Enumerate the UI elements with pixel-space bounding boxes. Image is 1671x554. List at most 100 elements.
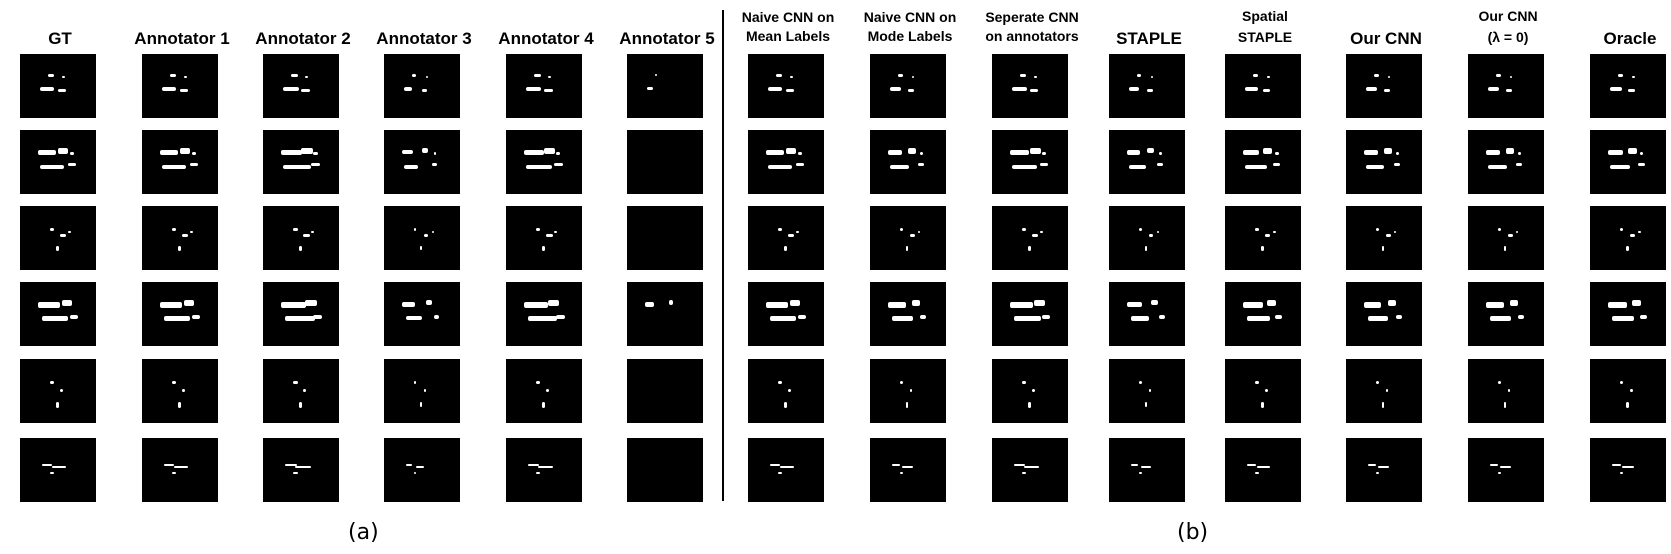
mask-blob xyxy=(1366,165,1384,169)
mask-blob xyxy=(776,74,782,77)
segmentation-tile-our_cnn-row-2 xyxy=(1346,130,1422,194)
mask-blob xyxy=(1628,89,1635,92)
mask-blob xyxy=(62,300,72,306)
mask-blob xyxy=(48,74,54,77)
mask-blob xyxy=(1159,315,1165,319)
mask-blob xyxy=(68,163,76,166)
mask-blob xyxy=(798,152,802,155)
mask-blob xyxy=(412,74,416,77)
mask-blob xyxy=(888,150,902,155)
mask-blob xyxy=(1498,228,1501,231)
mask-blob xyxy=(1610,87,1622,91)
mask-blob xyxy=(898,74,903,77)
segmentation-tile-naive_mode-row-4 xyxy=(870,282,946,346)
mask-blob xyxy=(544,148,555,154)
mask-blob xyxy=(1141,466,1151,468)
mask-blob xyxy=(1620,228,1623,231)
mask-blob xyxy=(1632,76,1635,78)
segmentation-tile-ann3-row-2 xyxy=(384,130,460,194)
mask-blob xyxy=(1129,87,1139,91)
mask-blob xyxy=(313,315,322,319)
mask-blob xyxy=(1267,300,1276,306)
mask-blob xyxy=(293,381,298,384)
mask-blob xyxy=(1145,246,1147,251)
mask-blob xyxy=(546,234,553,237)
segmentation-tile-our_cnn-row-5 xyxy=(1346,359,1422,423)
segmentation-tile-ann4-row-3 xyxy=(506,206,582,270)
mask-blob xyxy=(1394,231,1396,233)
segmentation-tile-our_cnn-row-4 xyxy=(1346,282,1422,346)
mask-blob xyxy=(790,300,800,306)
mask-blob xyxy=(422,148,428,153)
segmentation-tile-gt-row-2 xyxy=(20,130,96,194)
mask-blob xyxy=(1139,472,1142,474)
mask-blob xyxy=(299,402,302,408)
segmentation-tile-ann5-row-6 xyxy=(627,438,703,502)
column-header-ann5: Annotator 5 xyxy=(619,29,715,48)
mask-blob xyxy=(1127,302,1142,307)
mask-blob xyxy=(1382,246,1384,251)
mask-blob xyxy=(305,300,317,306)
mask-blob xyxy=(1012,87,1027,91)
mask-blob xyxy=(778,381,782,384)
mask-blob xyxy=(1516,231,1518,233)
mask-blob xyxy=(1630,389,1633,392)
segmentation-tile-our_cnn-row-1 xyxy=(1346,54,1422,118)
mask-blob xyxy=(1632,300,1641,306)
segmentation-tile-naive_mode-row-2 xyxy=(870,130,946,194)
mask-blob xyxy=(424,389,426,392)
mask-blob xyxy=(1022,228,1026,231)
mask-blob xyxy=(303,389,306,392)
mask-blob xyxy=(1030,148,1041,154)
segmentation-tile-staple-row-6 xyxy=(1109,438,1185,502)
segmentation-tile-ann4-row-6 xyxy=(506,438,582,502)
mask-blob xyxy=(1630,234,1635,237)
mask-blob xyxy=(1245,165,1267,169)
mask-blob xyxy=(1366,87,1377,91)
segmentation-tile-ann2-row-3 xyxy=(263,206,339,270)
mask-blob xyxy=(1608,150,1623,155)
mask-blob xyxy=(1496,74,1501,77)
column-header-our_cnn_l0: Our CNN (λ = 0) xyxy=(1478,8,1538,45)
mask-blob xyxy=(1147,148,1154,153)
mask-blob xyxy=(536,381,540,384)
mask-blob xyxy=(1129,165,1146,169)
mask-blob xyxy=(900,228,903,231)
column-header-ann1: Annotator 1 xyxy=(134,29,230,48)
mask-blob xyxy=(170,74,176,77)
segmentation-tile-our_cnn_l0-row-4 xyxy=(1468,282,1544,346)
mask-blob xyxy=(1486,150,1500,155)
mask-blob xyxy=(1139,381,1142,384)
mask-blob xyxy=(647,87,653,90)
mask-blob xyxy=(906,246,908,251)
mask-blob xyxy=(548,300,559,306)
mask-blob xyxy=(1034,76,1037,78)
mask-blob xyxy=(1628,148,1637,154)
mask-blob xyxy=(426,300,432,305)
segmentation-tile-ann1-row-2 xyxy=(142,130,218,194)
mask-blob xyxy=(420,402,422,407)
mask-blob xyxy=(788,234,794,237)
segmentation-tile-ann2-row-5 xyxy=(263,359,339,423)
segmentation-tile-ann5-row-5 xyxy=(627,359,703,423)
column-header-gt: GT xyxy=(48,29,72,48)
mask-blob xyxy=(313,152,318,155)
mask-blob xyxy=(299,246,302,251)
segmentation-tile-ann1-row-3 xyxy=(142,206,218,270)
mask-blob xyxy=(1265,234,1270,237)
panel-label-b: (b) xyxy=(1177,520,1209,545)
mask-blob xyxy=(1610,165,1630,169)
mask-blob xyxy=(526,165,552,169)
segmentation-tile-ann2-row-2 xyxy=(263,130,339,194)
mask-blob xyxy=(1243,302,1263,308)
segmentation-tile-ann1-row-5 xyxy=(142,359,218,423)
segmentation-tile-staple-row-3 xyxy=(1109,206,1185,270)
column-header-ann3: Annotator 3 xyxy=(376,29,472,48)
mask-blob xyxy=(542,246,545,251)
segmentation-tile-oracle-row-4 xyxy=(1590,282,1666,346)
mask-blob xyxy=(50,472,54,474)
mask-blob xyxy=(281,150,302,155)
mask-blob xyxy=(554,231,557,233)
segmentation-tile-naive_mean-row-3 xyxy=(748,206,824,270)
mask-blob xyxy=(62,76,65,78)
